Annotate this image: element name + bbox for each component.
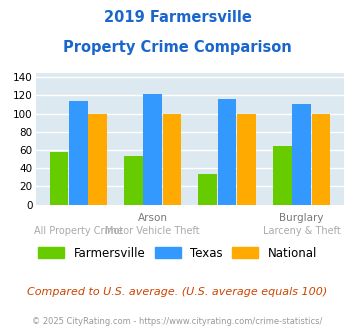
Text: Motor Vehicle Theft: Motor Vehicle Theft xyxy=(105,226,200,236)
Bar xyxy=(124,156,143,205)
Text: © 2025 CityRating.com - https://www.cityrating.com/crime-statistics/: © 2025 CityRating.com - https://www.city… xyxy=(32,317,323,326)
Bar xyxy=(237,114,256,205)
Bar xyxy=(198,174,217,205)
Bar xyxy=(218,99,236,205)
Text: Arson: Arson xyxy=(138,213,168,223)
Text: All Property Crime: All Property Crime xyxy=(34,226,122,236)
Bar xyxy=(143,94,162,205)
Text: Larceny & Theft: Larceny & Theft xyxy=(263,226,340,236)
Bar xyxy=(88,114,107,205)
Bar xyxy=(292,104,311,205)
Text: 2019 Farmersville: 2019 Farmersville xyxy=(104,10,251,25)
Bar xyxy=(312,114,330,205)
Text: Property Crime Comparison: Property Crime Comparison xyxy=(63,40,292,54)
Bar xyxy=(50,152,68,205)
Bar xyxy=(273,146,291,205)
Bar xyxy=(163,114,181,205)
Bar xyxy=(69,101,88,205)
Legend: Farmersville, Texas, National: Farmersville, Texas, National xyxy=(38,247,317,260)
Text: Compared to U.S. average. (U.S. average equals 100): Compared to U.S. average. (U.S. average … xyxy=(27,287,328,297)
Text: Burglary: Burglary xyxy=(279,213,324,223)
